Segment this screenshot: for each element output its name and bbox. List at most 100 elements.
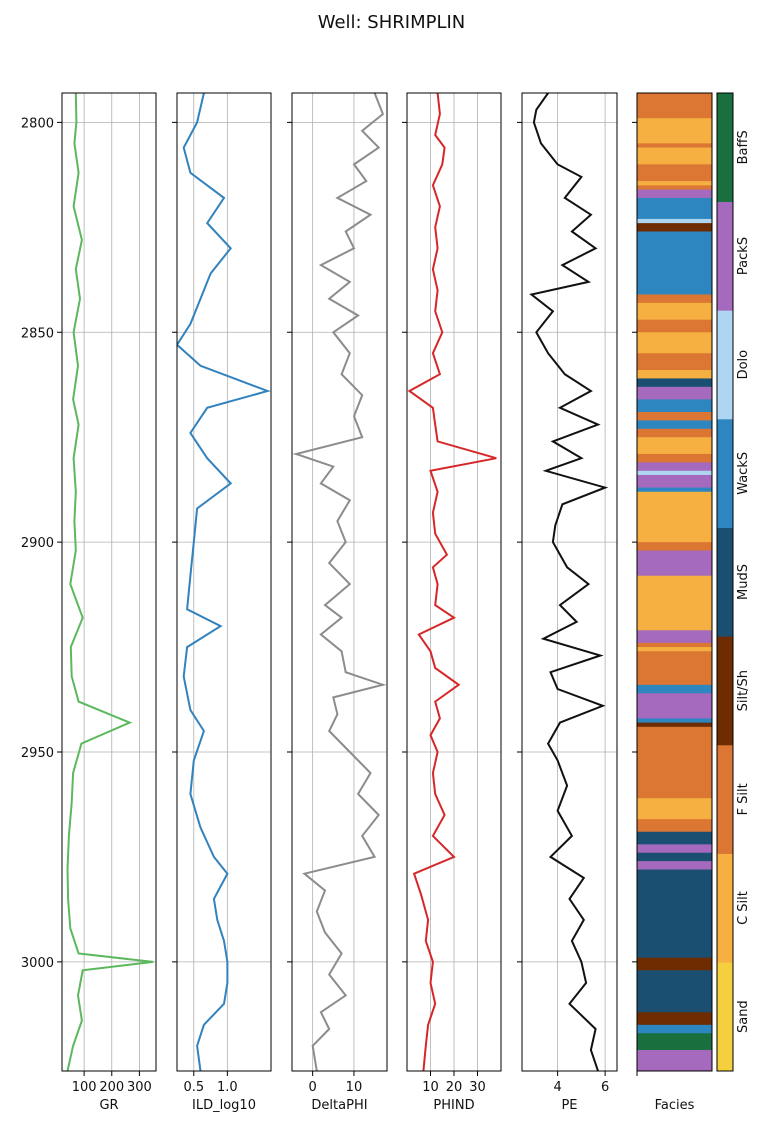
facies-interval: [637, 831, 712, 845]
facies-interval: [637, 412, 712, 421]
facies-interval: [637, 474, 712, 488]
facies-interval: [637, 437, 712, 455]
facies-interval: [637, 693, 712, 719]
facies-interval: [637, 223, 712, 232]
facies-interval: [637, 143, 712, 148]
facies-interval: [637, 302, 712, 321]
facies-interval: [637, 218, 712, 224]
log-curve-deltaphi: [292, 93, 387, 1071]
facies-interval: [637, 718, 712, 724]
facies-interval: [637, 462, 712, 472]
facies-interval: [637, 542, 712, 551]
colorbar-segment: [717, 745, 733, 854]
facies-interval: [637, 399, 712, 413]
colorbar-label: MudS: [736, 564, 751, 600]
x-tick-label: 100: [72, 1080, 97, 1095]
depth-tick-label: 2950: [21, 746, 54, 761]
facies-interval: [637, 470, 712, 476]
facies-interval: [637, 353, 712, 371]
colorbar-segment: [717, 962, 733, 1072]
facies-interval: [637, 487, 712, 493]
facies-interval: [637, 332, 712, 354]
facies-interval: [637, 378, 712, 388]
depth-tick-label: 2900: [21, 536, 54, 551]
facies-interval: [637, 957, 712, 971]
facies-interval: [637, 164, 712, 182]
log-curve-pe: [529, 93, 609, 1071]
track-pe: 4 6 PE: [517, 92, 618, 1113]
facies-interval: [637, 197, 712, 220]
x-tick-label: 0.5: [183, 1080, 204, 1095]
facies-interval: [637, 852, 712, 862]
facies-track: Facies: [632, 92, 713, 1113]
colorbar-label: F Silt: [736, 783, 751, 815]
facies-interval: [637, 844, 712, 854]
facies-interval: [637, 1033, 712, 1051]
facies-interval: [637, 798, 712, 820]
facies-interval: [637, 453, 712, 463]
x-axis-label: PHIND: [433, 1098, 474, 1113]
colorbar-segment: [717, 93, 733, 202]
log-curve-ild-log10: [177, 93, 271, 1071]
facies-interval: [637, 651, 712, 686]
facies-interval: [637, 869, 712, 959]
facies-interval: [637, 181, 712, 186]
colorbar-segment: [717, 636, 733, 746]
facies-interval: [637, 642, 712, 648]
facies-interval: [637, 647, 712, 652]
facies-interval: [637, 1050, 712, 1072]
colorbar-label: WackS: [736, 452, 751, 495]
log-curve-phind: [407, 93, 497, 1071]
facies-interval: [637, 386, 712, 400]
facies-interval: [637, 575, 712, 631]
track-frame: [61, 92, 157, 1072]
facies-colorbar: Sand C Silt F Silt Silt/Sh MudS WackS Dolo Pack…: [716, 92, 751, 1072]
x-tick-label: 0: [309, 1080, 317, 1095]
facies-interval: [637, 370, 712, 379]
x-tick-label: 4: [553, 1080, 561, 1095]
x-axis-label: DeltaPHI: [311, 1098, 367, 1113]
colorbar-segment: [717, 527, 733, 637]
facies-interval: [637, 861, 712, 870]
x-tick-label: 30: [469, 1080, 486, 1095]
facies-interval: [637, 1012, 712, 1026]
facies-interval: [637, 970, 712, 1013]
depth-tick-label: 2850: [21, 326, 54, 341]
colorbar-segment: [717, 310, 733, 420]
track-ild-log10: 0.5 1.0 ILD_log10: [172, 92, 272, 1113]
colorbar-label: BaffS: [736, 130, 751, 164]
log-curve-gr: [66, 93, 154, 1071]
facies-interval: [637, 1024, 712, 1034]
track-frame: [521, 92, 618, 1072]
x-tick-label: 300: [127, 1080, 152, 1095]
x-tick-label: 200: [99, 1080, 124, 1095]
facies-interval: [637, 189, 712, 199]
x-axis-label: ILD_log10: [192, 1098, 256, 1113]
track-frame: [176, 92, 272, 1072]
colorbar-label: Dolo: [736, 350, 751, 380]
facies-interval: [637, 726, 712, 799]
facies-interval: [637, 118, 712, 144]
colorbar-frame: [716, 92, 734, 1072]
track-frame: [291, 92, 388, 1072]
x-tick-label: 6: [601, 1080, 609, 1095]
facies-interval: [637, 93, 712, 119]
facies-frame: [636, 92, 713, 1072]
facies-interval: [637, 819, 712, 833]
colorbar-segment: [717, 201, 733, 311]
colorbar-label: Silt/Sh: [736, 670, 751, 711]
colorbar-label: Sand: [736, 1000, 751, 1033]
facies-interval: [637, 319, 712, 333]
figure-title: Well: SHRIMPLIN: [317, 12, 466, 33]
facies-interval: [637, 550, 712, 577]
x-axis-label: PE: [561, 1098, 577, 1113]
depth-tick-label: 3000: [21, 956, 54, 971]
facies-interval: [637, 630, 712, 644]
x-axis-label: GR: [99, 1098, 118, 1113]
depth-tick-label: 2800: [21, 116, 54, 131]
track-gr: 100 200 300 GR: [61, 92, 157, 1113]
facies-interval: [637, 491, 712, 543]
facies-interval: [637, 420, 712, 430]
colorbar-label: PackS: [736, 237, 751, 275]
